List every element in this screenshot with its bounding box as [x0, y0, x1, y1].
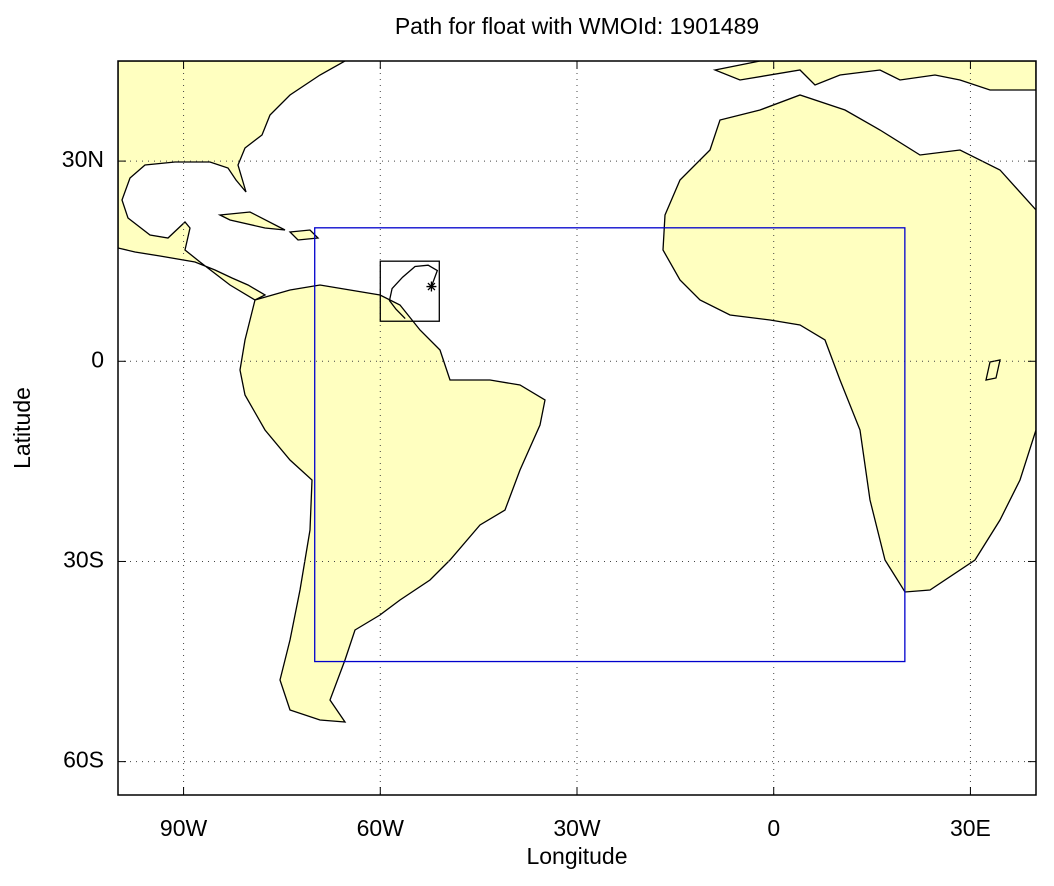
x-tick-label: 30W [553, 815, 601, 841]
x-tick-label: 60W [357, 815, 405, 841]
land-layer [118, 61, 1036, 723]
madagascar [985, 359, 1001, 381]
y-tick-label: 30N [62, 146, 104, 172]
x-tick-label: 30E [950, 815, 991, 841]
y-tick-label: 0 [91, 346, 104, 372]
x-axis-label: Longitude [526, 843, 627, 869]
africa [662, 94, 1036, 593]
y-tick-label: 60S [63, 747, 104, 773]
europe [712, 61, 1036, 91]
x-tick-label: 0 [767, 815, 780, 841]
north-america [118, 61, 347, 301]
float-path [388, 264, 439, 320]
chart-title: Path for float with WMOId: 1901489 [395, 13, 759, 39]
x-tick-label: 90W [160, 815, 208, 841]
south-america [239, 284, 546, 723]
float-start-marker [426, 281, 437, 292]
region-box [379, 260, 440, 322]
hispaniola [288, 229, 320, 241]
y-tick-label: 30S [63, 547, 104, 573]
region-box [314, 227, 906, 663]
y-axis-label: Latitude [9, 387, 35, 469]
cuba [217, 211, 286, 231]
